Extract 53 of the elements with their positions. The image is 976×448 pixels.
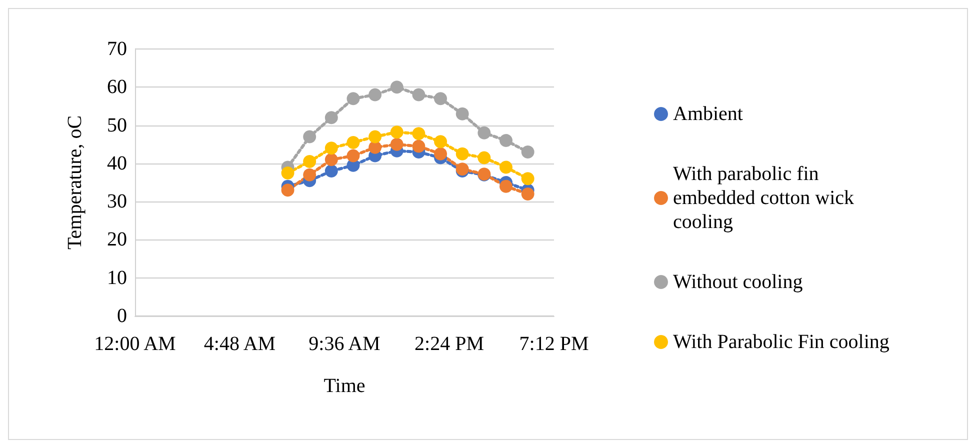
point	[412, 88, 426, 102]
legend-label: Ambient	[673, 103, 744, 125]
y-tick-label: 60	[107, 76, 127, 98]
point	[346, 149, 360, 162]
y-tick-label: 50	[107, 114, 127, 136]
point	[412, 127, 426, 140]
point	[434, 147, 448, 160]
point	[346, 92, 360, 106]
point	[368, 130, 382, 144]
point	[324, 142, 338, 155]
point	[521, 172, 534, 186]
y-tick-label: 70	[107, 38, 127, 60]
y-tick-label: 20	[107, 228, 127, 251]
point	[368, 140, 382, 154]
point	[456, 107, 469, 120]
point	[456, 147, 469, 160]
point	[303, 130, 316, 144]
point	[368, 88, 382, 102]
point	[390, 126, 404, 139]
point	[521, 187, 534, 200]
point	[324, 153, 338, 166]
x-tick-label: 9:36 AM	[308, 333, 381, 355]
y-tick-label: 40	[107, 152, 127, 174]
point	[500, 180, 512, 193]
point	[500, 134, 512, 148]
legend-label: With Parabolic Fin cooling	[673, 331, 890, 353]
point	[281, 166, 294, 180]
y-tick-label: 10	[107, 266, 127, 289]
x-tick-label: 2:24 PM	[414, 333, 484, 355]
point	[478, 126, 491, 140]
point	[324, 111, 338, 124]
point	[281, 184, 294, 197]
point	[390, 80, 404, 94]
point	[434, 92, 448, 106]
point	[412, 140, 426, 153]
point	[303, 155, 316, 168]
point	[324, 164, 338, 178]
point	[303, 168, 316, 182]
point	[434, 135, 448, 148]
point	[500, 160, 512, 174]
y-axis-title: Temperature, oC	[64, 115, 86, 250]
legend-label: Without cooling	[673, 271, 803, 293]
x-axis-title: Time	[324, 375, 366, 397]
x-tick-label: 12:00 AM	[94, 333, 176, 355]
y-tick-label: 0	[117, 305, 127, 327]
point	[390, 138, 404, 151]
legend-label: With parabolic fin embedded cotton wick cooling	[673, 163, 860, 233]
x-tick-label: 4:48 AM	[204, 333, 276, 355]
point	[521, 145, 534, 158]
x-tick-label: 7:12 PM	[519, 333, 589, 355]
y-tick-label: 30	[107, 190, 127, 213]
point	[346, 136, 360, 149]
point	[478, 151, 491, 164]
